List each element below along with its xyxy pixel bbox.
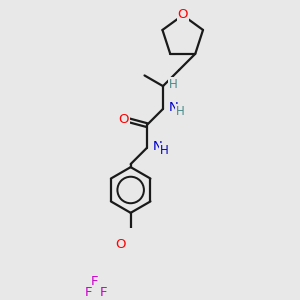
Text: F: F [100,286,107,299]
Text: F: F [84,286,92,298]
Text: O: O [119,113,129,126]
Text: F: F [90,275,98,288]
Text: H: H [176,105,185,118]
Text: N: N [153,140,163,153]
Text: H: H [160,144,169,157]
Text: N: N [169,101,179,114]
Text: H: H [169,78,177,91]
Text: O: O [115,238,125,251]
Text: O: O [178,8,188,21]
